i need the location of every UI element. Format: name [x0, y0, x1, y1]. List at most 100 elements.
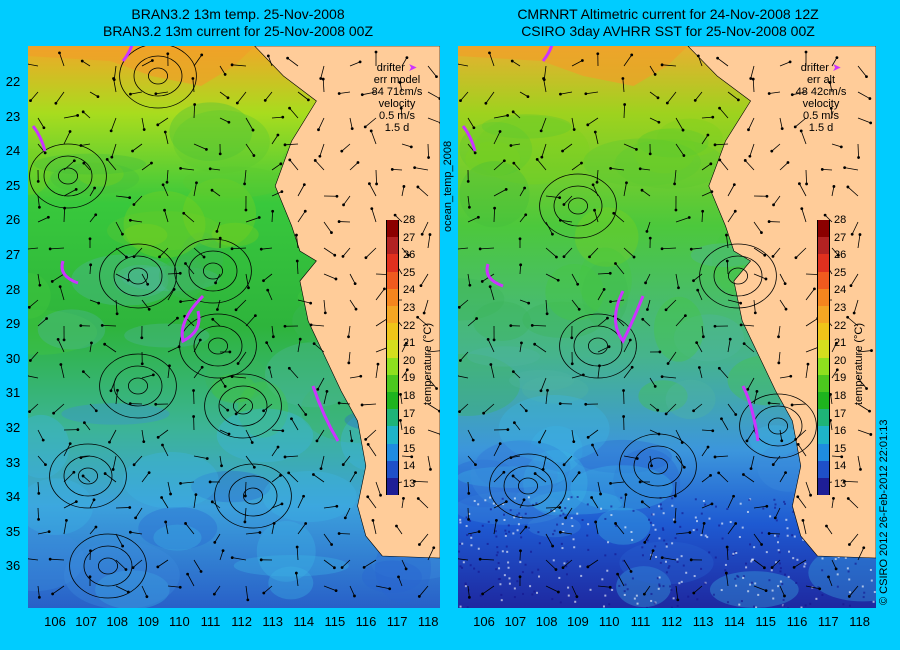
colorbar-tick-label: 25	[834, 266, 847, 279]
longitude-tick-label: 106	[473, 614, 495, 629]
colorbar-tick-label: 27	[834, 231, 847, 244]
longitude-tick-label: 113	[692, 614, 714, 629]
colorbar-swatch	[817, 374, 830, 392]
colorbar-swatch	[817, 288, 830, 306]
longitude-tick-label: 109	[137, 614, 160, 629]
colorbar-swatch	[817, 340, 830, 358]
left-legend: drifter ➤ err model 84 71cm/s velocity 0…	[362, 62, 432, 134]
colorbar-swatch	[386, 323, 399, 341]
longitude-tick-label: 114	[293, 614, 315, 629]
colorbar-tick-label: 25	[403, 266, 416, 279]
longitude-tick-label: 108	[106, 614, 129, 629]
right-legend-drifter: drifter	[800, 62, 829, 74]
colorbar-swatch	[817, 357, 830, 375]
latitude-tick-label: 25	[5, 177, 21, 193]
colorbar-swatch	[386, 374, 399, 392]
latitude-tick-label: 33	[5, 454, 21, 470]
copyright-label: © CSIRO 2012 26-Feb-2012 22:01:13	[878, 419, 890, 605]
latitude-tick-label: 24	[5, 143, 21, 159]
colorbar-swatch	[386, 443, 399, 461]
colorbar-swatch	[386, 460, 399, 478]
colorbar-swatch	[386, 426, 399, 444]
colorbar-swatch	[817, 220, 830, 238]
colorbar-swatch	[386, 288, 399, 306]
right-panel-title: CMRNRT Altimetric current for 24-Nov-200…	[458, 6, 878, 40]
drifter-arrow-icon: ➤	[407, 62, 418, 74]
colorbar-swatch	[386, 254, 399, 272]
colorbar-swatch	[817, 237, 830, 255]
colorbar-tick-label: 18	[403, 390, 416, 402]
latitude-tick-label: 29	[5, 316, 21, 332]
colorbar-tick-label: 20	[834, 354, 847, 367]
latitude-tick-label: 35	[5, 523, 21, 539]
longitude-tick-label: 107	[504, 614, 527, 629]
colorbar-swatch	[386, 392, 399, 410]
colorbar-swatch	[386, 220, 399, 238]
left-legend-err-label: err model	[373, 74, 421, 86]
longitude-tick-label: 114	[724, 614, 745, 629]
longitude-tick-label: 115	[755, 614, 777, 629]
colorbar-swatch	[386, 237, 399, 255]
colorbar-swatch	[817, 306, 830, 324]
left-legend-drifter: drifter	[376, 62, 405, 74]
latitude-tick-label: 28	[5, 281, 21, 297]
left-legend-velocity-scale: 0.5 m/s	[378, 110, 416, 122]
longitude-tick-label: 106	[44, 614, 66, 629]
longitude-tick-label: 107	[75, 614, 97, 629]
latitude-tick-label: 36	[5, 558, 21, 574]
colorbar-swatch	[386, 306, 399, 324]
colorbar-swatch	[817, 478, 830, 496]
colorbar-swatch	[817, 271, 830, 289]
longitude-tick-label: 118	[849, 614, 870, 629]
left-legend-err-value: 84 71cm/s	[371, 86, 423, 98]
longitude-tick-label: 115	[324, 614, 346, 629]
longitude-tick-label: 118	[417, 614, 439, 629]
longitude-tick-label: 111	[200, 614, 221, 629]
colorbar-tick-label: 18	[834, 390, 847, 402]
latitude-tick-label: 27	[5, 247, 21, 262]
colorbar-title: temperature (°C)	[853, 322, 865, 405]
colorbar-tick-label: 17	[834, 407, 847, 420]
latitude-tick-label: 34	[5, 489, 21, 505]
latitude-tick-label: 26	[5, 212, 21, 228]
colorbar-tick-label: 13	[834, 478, 847, 490]
longitude-tick-label: 116	[355, 614, 377, 629]
colorbar-tick-label: 16	[834, 425, 847, 438]
middle-side-label: ocean_temp_2008	[442, 140, 454, 232]
left-legend-duration: 1.5 d	[384, 122, 410, 134]
longitude-tick-label: 110	[598, 614, 620, 629]
colorbar-tick-label: 28	[834, 214, 847, 226]
colorbar-tick-label: 14	[403, 460, 416, 473]
latitude-tick-label: 22	[5, 74, 21, 89]
colorbar-tick-label: 21	[403, 337, 416, 350]
colorbar-title: temperature (°C)	[422, 322, 434, 405]
colorbar-swatch	[817, 392, 830, 410]
colorbar-tick-label: 17	[403, 407, 416, 420]
left-title-line2: BRAN3.2 13m current for 25-Nov-2008 00Z	[102, 23, 373, 39]
colorbar-swatch	[817, 426, 830, 444]
colorbar-tick-label: 15	[403, 442, 416, 455]
latitude-tick-label: 31	[5, 385, 21, 401]
colorbar-tick-label: 28	[403, 214, 416, 226]
right-legend-velocity: velocity	[802, 98, 840, 110]
longitude-tick-label: 109	[567, 614, 589, 629]
colorbar-tick-label: 20	[403, 354, 416, 367]
longitude-tick-label: 113	[262, 614, 284, 629]
drifter-arrow-icon: ➤	[831, 62, 842, 74]
right-legend-duration: 1.5 d	[808, 122, 834, 134]
longitude-tick-label: 111	[630, 614, 651, 629]
colorbar-swatch	[386, 409, 399, 427]
colorbar-tick-label: 22	[403, 319, 416, 332]
colorbar-tick-label: 14	[834, 460, 847, 473]
colorbar-tick-label: 13	[403, 478, 416, 490]
colorbar-tick-label: 24	[403, 284, 416, 297]
longitude-tick-label: 116	[786, 614, 808, 629]
latitude-tick-label: 30	[5, 350, 21, 366]
colorbar-tick-label: 24	[834, 284, 847, 297]
colorbar-swatch	[817, 323, 830, 341]
colorbar-swatch	[817, 409, 830, 427]
colorbar-tick-label: 15	[834, 442, 847, 455]
latitude-tick-label: 23	[5, 108, 21, 124]
colorbar-tick-label: 27	[403, 231, 416, 244]
right-legend-velocity-scale: 0.5 m/s	[802, 110, 840, 122]
